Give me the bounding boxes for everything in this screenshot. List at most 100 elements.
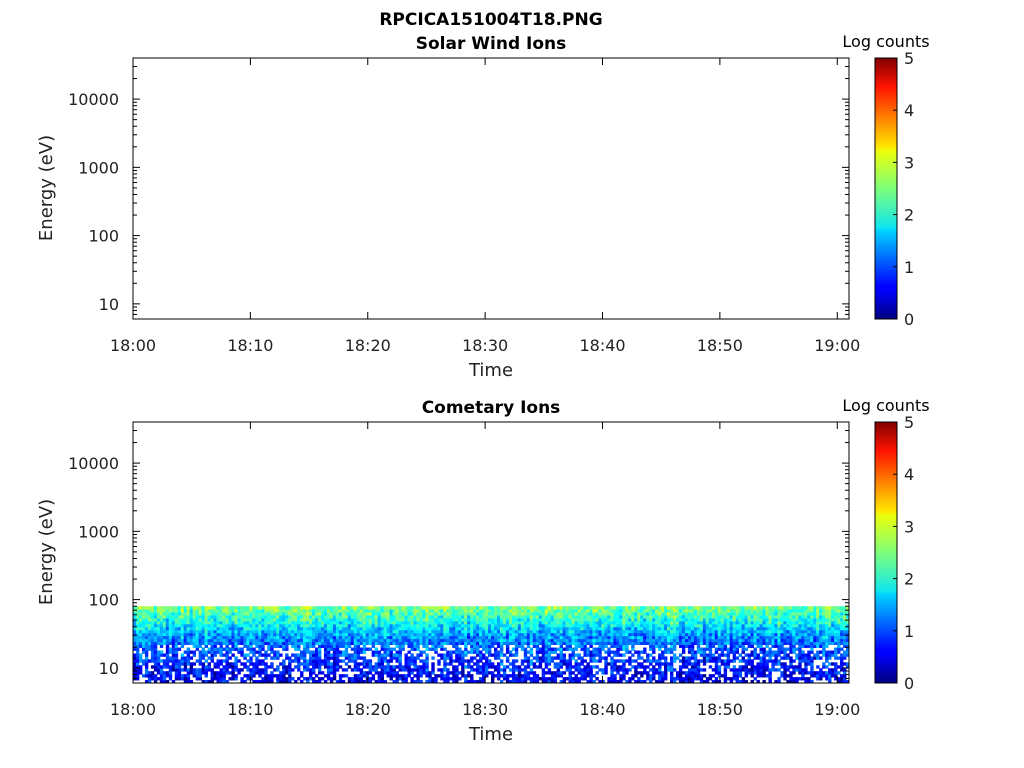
spectrogram-cell [508, 638, 513, 643]
spectrogram-cell [675, 606, 680, 610]
spectrogram-cell [222, 638, 226, 643]
spectrogram-cell [312, 671, 316, 675]
spectrogram-cell [252, 653, 256, 657]
spectrogram-cell [693, 615, 698, 619]
spectrogram-cell [643, 659, 647, 663]
spectrogram-cell [431, 635, 435, 640]
spectrogram-cell [317, 659, 322, 663]
spectrogram-cell [150, 615, 155, 619]
spectrogram-cell [699, 659, 704, 663]
spectrogram-cell [258, 674, 262, 678]
spectrogram-cell [470, 609, 474, 613]
spectrogram-cell [329, 623, 334, 628]
spectrogram-cell [183, 662, 188, 666]
spectrogram-cell [135, 609, 140, 613]
spectrogram-cell [198, 659, 203, 663]
spectrogram-cell [491, 671, 495, 675]
spectrogram-cell [523, 659, 528, 663]
spectrogram-cell [610, 668, 614, 672]
spectrogram-cell [508, 615, 513, 619]
spectrogram-cell [717, 638, 722, 643]
spectrogram-cell [729, 609, 734, 613]
spectrogram-cell [407, 623, 411, 628]
spectrogram-cell [332, 632, 337, 637]
spectrogram-cell [493, 626, 498, 631]
spectrogram-cell [329, 629, 334, 634]
spectrogram-cell [762, 680, 766, 684]
spectrogram-cell [482, 623, 486, 628]
spectrogram-cell [658, 626, 662, 631]
spectrogram-cell [186, 656, 191, 660]
spectrogram-cell [225, 623, 229, 628]
spectrogram-cell [249, 635, 253, 640]
spectrogram-cell [747, 626, 751, 631]
spectrogram-cell [416, 620, 420, 625]
spectrogram-cell [294, 644, 298, 648]
spectrogram-cell [416, 618, 420, 622]
spectrogram-cell [616, 629, 620, 634]
spectrogram-cell [255, 638, 259, 643]
spectrogram-cell [461, 635, 465, 640]
spectrogram-cell [726, 638, 731, 643]
spectrogram-cell [297, 647, 301, 651]
spectrogram-cell [228, 632, 232, 637]
spectrogram-cell [690, 606, 695, 610]
spectrogram-cell [180, 677, 185, 681]
spectrogram-cell [410, 647, 414, 651]
spectrogram-cell [449, 620, 453, 625]
spectrogram-cell [532, 641, 537, 646]
spectrogram-cell [276, 632, 280, 637]
spectrogram-cell [359, 671, 364, 675]
spectrogram-cell [338, 618, 343, 622]
spectrogram-cell [395, 618, 399, 622]
spectrogram-cell [693, 671, 698, 675]
spectrogram-cell [455, 612, 459, 616]
spectrogram-cell [499, 615, 504, 619]
spectrogram-cell [619, 668, 623, 672]
spectrogram-cell [392, 618, 396, 622]
spectrogram-cell [446, 653, 450, 657]
spectrogram-cell [240, 641, 244, 646]
spectrogram-cell [446, 615, 450, 619]
spectrogram-cell [332, 629, 337, 634]
spectrogram-cell [595, 615, 599, 619]
spectrogram-cell [138, 659, 143, 663]
spectrogram-cell [150, 653, 155, 657]
spectrogram-cell [628, 612, 632, 616]
spectrogram-cell [496, 650, 501, 654]
spectrogram-cell [491, 632, 495, 637]
spectrogram-cell [556, 662, 561, 666]
spectrogram-cell [559, 641, 563, 646]
spectrogram-cell [237, 612, 241, 616]
spectrogram-cell [174, 612, 179, 616]
x-tick-label: 18:50 [697, 336, 743, 355]
spectrogram-cell [207, 623, 211, 628]
spectrogram-cell [568, 647, 572, 651]
spectrogram-cell [655, 641, 659, 646]
spectrogram-cell [392, 632, 396, 637]
spectrogram-cell [422, 632, 426, 637]
spectrogram-cell [765, 635, 769, 640]
spectrogram-cell [368, 680, 373, 684]
spectrogram-cell [270, 638, 274, 643]
spectrogram-cell [285, 620, 289, 625]
spectrogram-cell [204, 650, 208, 654]
spectrogram-cell [502, 620, 507, 625]
spectrogram-cell [201, 638, 205, 643]
spectrogram-cell [744, 638, 748, 643]
spectrogram-cell [138, 638, 143, 643]
spectrogram-cell [165, 638, 170, 643]
spectrogram-cell [658, 647, 662, 651]
spectrogram-cell [619, 612, 623, 616]
spectrogram-cell [464, 626, 468, 631]
spectrogram-cell [389, 606, 393, 610]
spectrogram-cell [246, 615, 250, 619]
spectrogram-cell [264, 632, 268, 637]
spectrogram-cell [583, 647, 587, 651]
spectrogram-cell [547, 641, 552, 646]
spectrogram-cell [690, 641, 695, 646]
spectrogram-cell [329, 647, 334, 651]
spectrogram-cell [771, 638, 775, 643]
spectrogram-cell [735, 638, 740, 643]
